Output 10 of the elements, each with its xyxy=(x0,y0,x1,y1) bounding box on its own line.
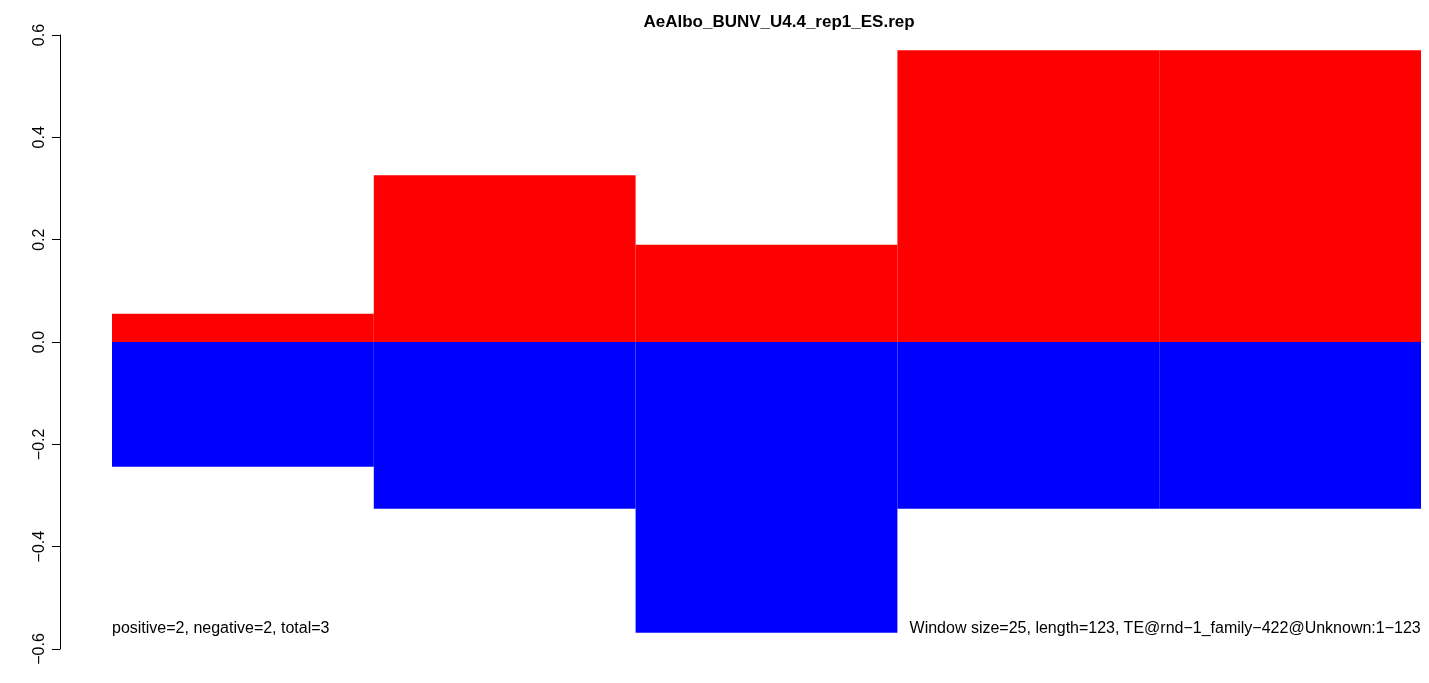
chart-title: AeAlbo_BUNV_U4.4_rep1_ES.rep xyxy=(643,12,915,31)
y-tick-label: 0.0 xyxy=(29,330,47,354)
y-tick-label: −0.6 xyxy=(29,633,47,665)
annotation: positive=2, negative=2, total=3 xyxy=(112,618,330,636)
y-tick-label: 0.4 xyxy=(29,126,47,149)
annotation: Window size=25, length=123, TE@rnd−1_family−422@Unknown:1−123 xyxy=(909,618,1421,637)
y-tick-label: 0.2 xyxy=(29,228,47,251)
y-tick-label: −0.4 xyxy=(29,530,47,563)
y-tick-label: 0.6 xyxy=(29,23,47,47)
y-tick-label: −0.2 xyxy=(29,428,47,461)
